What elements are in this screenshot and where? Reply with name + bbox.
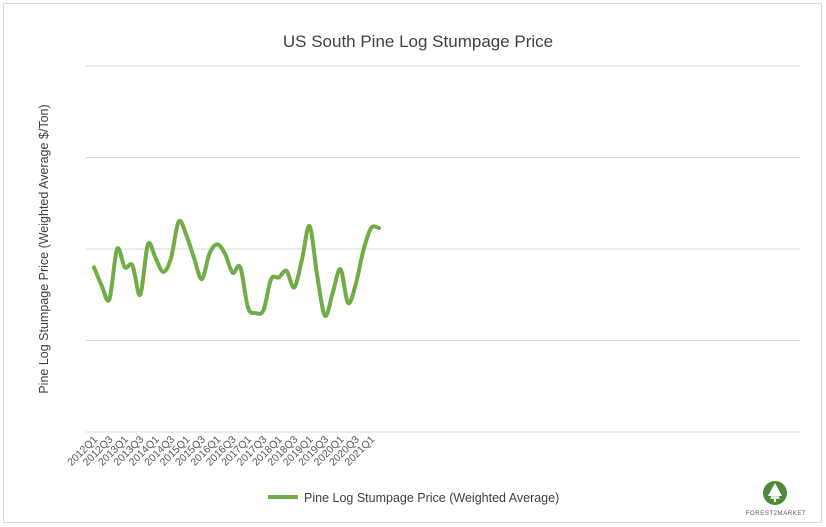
y-axis-label: Pine Log Stumpage Price (Weighted Averag… (37, 104, 51, 393)
x-tick-labels: 2012Q12012Q32013Q12013Q32014Q12014Q32015… (65, 434, 377, 469)
chart-title: US South Pine Log Stumpage Price (283, 32, 553, 51)
tree-icon (768, 483, 782, 502)
legend: Pine Log Stumpage Price (Weighted Averag… (268, 491, 559, 505)
legend-label: Pine Log Stumpage Price (Weighted Averag… (304, 491, 559, 505)
series-line (92, 218, 381, 318)
gridlines (86, 65, 800, 433)
chart-frame (3, 3, 822, 523)
forest2market-logo: FOREST2MARKET (746, 481, 806, 517)
logo-text: FOREST2MARKET (746, 511, 806, 517)
